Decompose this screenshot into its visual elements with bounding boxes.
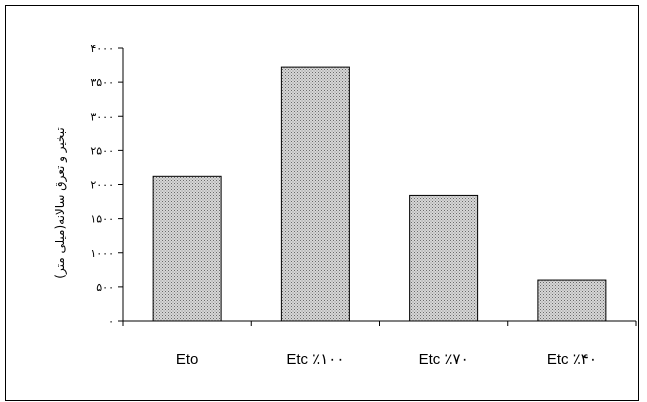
category-labels-group: Eto Etc ٪۱۰۰ Etc ٪۷۰ Etc ٪۴۰ [176, 351, 597, 368]
category-label: Etc ٪۱۰۰ [286, 351, 344, 368]
y-axis-title: تبخیر و تعرق سالانه(میلی متر) [53, 127, 68, 278]
y-tick-label: ۳۵۰۰ [90, 76, 114, 89]
category-label: Etc ٪۴۰ [547, 351, 597, 368]
y-tick-label: ۰ [108, 315, 114, 328]
y-ticks-group: ۰ ۵۰۰ ۱۰۰۰ ۱۵۰۰ ۲۰۰۰ ۲۵۰۰ ۳۰۰۰ ۳۵۰۰ ۴۰۰۰ [90, 42, 123, 328]
bar-4 [537, 279, 607, 322]
y-tick-label: ۴۰۰۰ [90, 42, 114, 55]
bar-2 [280, 66, 350, 322]
category-label: Etc ٪۷۰ [419, 351, 469, 368]
category-label: Eto [176, 351, 199, 368]
bar-1 [152, 175, 222, 322]
y-tick-label: ۲۰۰۰ [90, 179, 114, 192]
chart-frame: ۰ ۵۰۰ ۱۰۰۰ ۱۵۰۰ ۲۰۰۰ ۲۵۰۰ ۳۰۰۰ ۳۵۰۰ ۴۰۰۰ Eto Etc … [5, 5, 639, 401]
x-ticks-group [122, 321, 637, 326]
y-tick-label: ۱۵۰۰ [90, 213, 114, 226]
bar-3 [409, 194, 479, 322]
y-tick-label: ۵۰۰ [96, 281, 114, 294]
y-tick-label: ۲۵۰۰ [90, 144, 114, 157]
bar-chart: ۰ ۵۰۰ ۱۰۰۰ ۱۵۰۰ ۲۰۰۰ ۲۵۰۰ ۳۰۰۰ ۳۵۰۰ ۴۰۰۰ Eto Etc … [53, 42, 637, 368]
bars-group [152, 66, 607, 322]
y-tick-label: ۳۰۰۰ [90, 110, 114, 123]
y-tick-label: ۱۰۰۰ [90, 247, 114, 260]
